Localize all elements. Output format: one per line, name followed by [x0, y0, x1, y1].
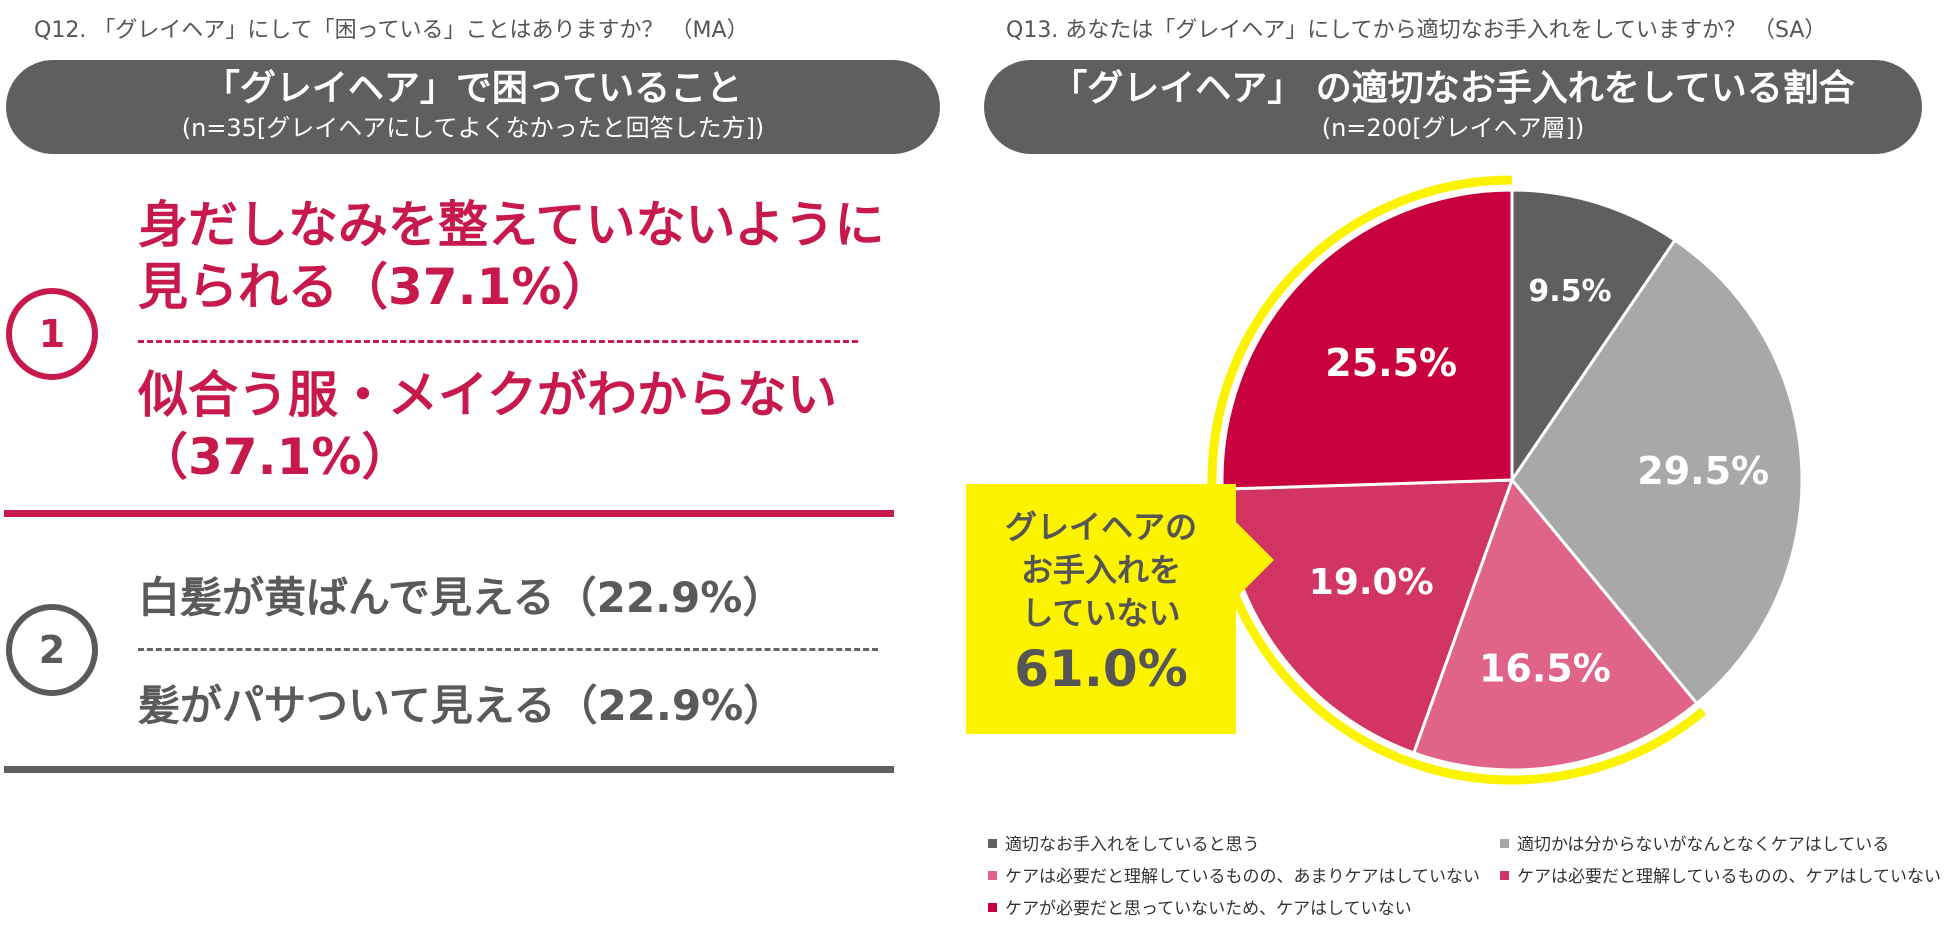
q13-title: 「グレイヘア」 の適切なお手入れをしている割合 [1051, 68, 1855, 109]
legend-item-little-care: ケアは必要だと理解しているものの、あまりケアはしていない [988, 866, 1480, 888]
legend-label: ケアが必要だと思っていないため、ケアはしていない [1005, 899, 1412, 919]
pie-label-2: 29.5% [1637, 449, 1769, 493]
pie-slice-2 [1510, 238, 1804, 706]
pie-labels: 9.5% 29.5% 16.5% 19.0% 25.5% [1309, 274, 1769, 691]
rank-2-divider [138, 648, 878, 651]
q13-question: Q13. あなたは「グレイヘア」にしてから適切なお手入れをしていますか？ （SA… [1006, 18, 1827, 43]
rank-1-item-clothes-makeup-line-2: （37.1%） [138, 428, 412, 486]
pie-label-4: 19.0% [1309, 562, 1434, 603]
legend-swatch [1500, 839, 1509, 848]
q12-question: Q12. 「グレイヘア」にして「困っている」ことはありますか？ （MA） [34, 18, 749, 43]
pie-label-1: 9.5% [1528, 274, 1611, 309]
q12-title: 「グレイヘア」で困っていること [203, 68, 743, 109]
legend-label: ケアは必要だと理解しているものの、ケアはしていない [1517, 867, 1941, 887]
legend-item-some-care: 適切かは分からないがなんとなくケアはしている [1500, 834, 1889, 856]
rank-1-item-clothes-makeup-line-1: 似合う服・メイクがわからない [138, 366, 837, 424]
callout-line-2: お手入れを [1020, 551, 1181, 589]
legend-swatch [988, 871, 997, 880]
pie-chart: 9.5% 29.5% 16.5% 19.0% 25.5% [1207, 175, 1804, 785]
legend-label: 適切かは分からないがなんとなくケアはしている [1517, 835, 1890, 855]
q12-subtitle: (n=35[グレイヘアにしてよくなかったと回答した方]) [181, 114, 765, 142]
legend-swatch [988, 903, 997, 912]
q12-title-banner: 「グレイヘア」で困っていること (n=35[グレイヘアにしてよくなかったと回答し… [6, 60, 940, 154]
pie-slice-3 [1411, 477, 1699, 772]
rank-1-item-clothes-makeup: 似合う服・メイクがわからない （37.1%） [138, 364, 837, 488]
rank-1-item-appearance-line-1: 身だしなみを整えていないように [138, 196, 885, 254]
no-care-callout: グレイヘアの お手入れを していない 61.0% [966, 484, 1236, 734]
callout-line-3: していない [1021, 594, 1181, 632]
rank-1-divider [138, 340, 858, 343]
legend-item-appropriate-care: 適切なお手入れをしていると思う [988, 834, 1260, 856]
q13-subtitle: (n=200[グレイヘア層]) [1321, 114, 1585, 142]
pie-label-3: 16.5% [1479, 647, 1611, 691]
rank-2-badge: 2 [6, 604, 98, 696]
pie-label-5: 25.5% [1325, 341, 1457, 385]
legend-label: 適切なお手入れをしていると思う [1005, 835, 1260, 855]
rank-2-item-yellowing: 白髪が黄ばんで見える（22.9%） [138, 573, 785, 622]
callout-pointer [1234, 520, 1274, 600]
rank-2-separator [4, 766, 894, 773]
rank-1-separator [4, 510, 894, 517]
legend-swatch [988, 839, 997, 848]
pie-slices [1220, 188, 1804, 772]
rank-1-badge: 1 [6, 288, 98, 380]
legend-item-no-care-aware: ケアは必要だと理解しているものの、ケアはしていない [1500, 866, 1941, 888]
legend-item-no-care-unneeded: ケアが必要だと思っていないため、ケアはしていない [988, 898, 1412, 920]
callout-value: 61.0% [1014, 640, 1188, 698]
rank-1-item-appearance-line-2: 見られる（37.1%） [138, 258, 612, 316]
pie-slice-1 [1510, 188, 1678, 485]
rank-2-item-dryness: 髪がパサついて見える（22.9%） [138, 681, 786, 730]
callout-line-1: グレイヘアの [1004, 508, 1197, 546]
legend-swatch [1500, 871, 1509, 880]
legend-label: ケアは必要だと理解しているものの、あまりケアはしていない [1005, 867, 1480, 887]
q13-title-banner: 「グレイヘア」 の適切なお手入れをしている割合 (n=200[グレイヘア層]) [984, 60, 1922, 154]
pie-slice-5 [1220, 188, 1514, 491]
rank-1-item-appearance: 身だしなみを整えていないように 見られる（37.1%） [138, 194, 885, 318]
